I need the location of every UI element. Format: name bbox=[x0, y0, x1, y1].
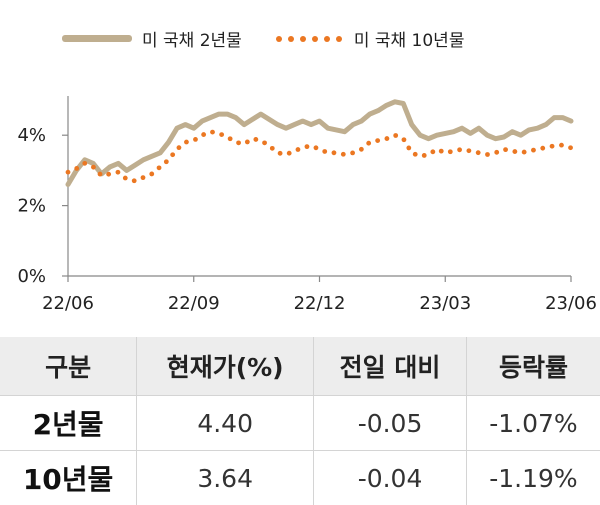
series-10y-point bbox=[406, 146, 411, 151]
series-10y-point bbox=[157, 165, 162, 170]
table-header-cell: 구분 bbox=[0, 337, 137, 396]
series-10y-point bbox=[531, 148, 536, 153]
series-10y-point bbox=[385, 136, 390, 141]
series-10y-point bbox=[82, 161, 87, 166]
series-10y-point bbox=[476, 150, 481, 155]
series-10y-point bbox=[66, 170, 71, 175]
series-10y-point bbox=[366, 141, 371, 146]
x-tick-label: 22/06 bbox=[42, 293, 94, 314]
series-10y-point bbox=[123, 176, 128, 181]
table-header-cell: 현재가(%) bbox=[137, 337, 314, 396]
table-row: 2년물 4.40 -0.05 -1.07% bbox=[0, 396, 600, 451]
series-10y-point bbox=[359, 147, 364, 152]
series-10y-point bbox=[177, 145, 182, 150]
yield-chart: 0% 2% 4% 22/06 22/09 22/12 23/03 23/06 bbox=[0, 0, 600, 330]
series-10y-point bbox=[287, 151, 292, 156]
series-10y-point bbox=[245, 140, 250, 145]
series-10y-point bbox=[413, 152, 418, 157]
x-tick-label: 22/12 bbox=[294, 293, 346, 314]
summary-table: 구분 현재가(%) 전일 대비 등락률 2년물 4.40 -0.05 -1.07… bbox=[0, 337, 600, 505]
series-10y-point bbox=[149, 172, 154, 177]
y-tick-label: 4% bbox=[17, 125, 46, 146]
series-10y-point bbox=[262, 140, 267, 145]
series-10y-point bbox=[278, 151, 283, 156]
x-tick-label: 23/03 bbox=[419, 293, 471, 314]
series-10y-point bbox=[170, 152, 175, 157]
table-cell: 10년물 bbox=[0, 451, 137, 505]
series-10y-point bbox=[74, 166, 79, 171]
table-cell: 3.64 bbox=[137, 451, 314, 505]
series-10y-point bbox=[228, 136, 233, 141]
series-10y-point bbox=[270, 146, 275, 151]
series-10y-point bbox=[322, 149, 327, 154]
series-10y-point bbox=[430, 149, 435, 154]
table-cell: 2년물 bbox=[0, 396, 137, 451]
series-10y-point bbox=[457, 147, 462, 152]
series-10y-point bbox=[116, 170, 121, 175]
y-tick-label: 2% bbox=[17, 196, 46, 217]
table-cell: -1.07% bbox=[466, 396, 600, 451]
series-10y-point bbox=[210, 130, 215, 135]
series-10y-point bbox=[184, 140, 189, 145]
series-10y-point bbox=[305, 144, 310, 149]
table-header-cell: 등락률 bbox=[466, 337, 600, 396]
series-10y-point bbox=[550, 144, 555, 149]
series-10y-point bbox=[201, 132, 206, 137]
series-10y-point bbox=[132, 178, 137, 183]
series-10y-point bbox=[439, 149, 444, 154]
table-cell: -1.19% bbox=[466, 451, 600, 505]
series-10y-point bbox=[98, 172, 103, 177]
series-10y-point bbox=[568, 145, 573, 150]
series-10y-point bbox=[540, 146, 545, 151]
series-10y-point bbox=[422, 153, 427, 158]
series-10y-point bbox=[253, 137, 258, 142]
series-2y-line bbox=[68, 102, 571, 185]
series-10y-point bbox=[494, 150, 499, 155]
series-10y-point bbox=[236, 140, 241, 145]
series-10y-point bbox=[219, 132, 224, 137]
series-10y-point bbox=[193, 137, 198, 142]
series-10y-point bbox=[141, 175, 146, 180]
series-10y-point bbox=[350, 150, 355, 155]
x-tick-label: 23/06 bbox=[545, 293, 597, 314]
series-10y-point bbox=[164, 159, 169, 164]
series-10y-point bbox=[522, 150, 527, 155]
series-10y-point bbox=[448, 149, 453, 154]
series-10y-point bbox=[512, 149, 517, 154]
y-tick-label: 0% bbox=[17, 266, 46, 287]
table-cell: -0.05 bbox=[314, 396, 467, 451]
series-10y-point bbox=[341, 152, 346, 157]
x-tick-label: 22/09 bbox=[168, 293, 220, 314]
series-10y-point bbox=[485, 152, 490, 157]
series-10y-point bbox=[466, 148, 471, 153]
table-header-cell: 전일 대비 bbox=[314, 337, 467, 396]
series-10y-point bbox=[314, 145, 319, 150]
series-10y-point bbox=[393, 133, 398, 138]
table-header-row: 구분 현재가(%) 전일 대비 등락률 bbox=[0, 337, 600, 396]
series-10y-point bbox=[296, 147, 301, 152]
series-10y-point bbox=[375, 138, 380, 143]
series-10y-point bbox=[332, 150, 337, 155]
series-10y-point bbox=[106, 172, 111, 177]
series-10y-point bbox=[91, 165, 96, 170]
table-row: 10년물 3.64 -0.04 -1.19% bbox=[0, 451, 600, 505]
table-cell: 4.40 bbox=[137, 396, 314, 451]
series-10y-point bbox=[503, 147, 508, 152]
table-cell: -0.04 bbox=[314, 451, 467, 505]
series-10y-point bbox=[559, 143, 564, 148]
series-10y-point bbox=[402, 137, 407, 142]
